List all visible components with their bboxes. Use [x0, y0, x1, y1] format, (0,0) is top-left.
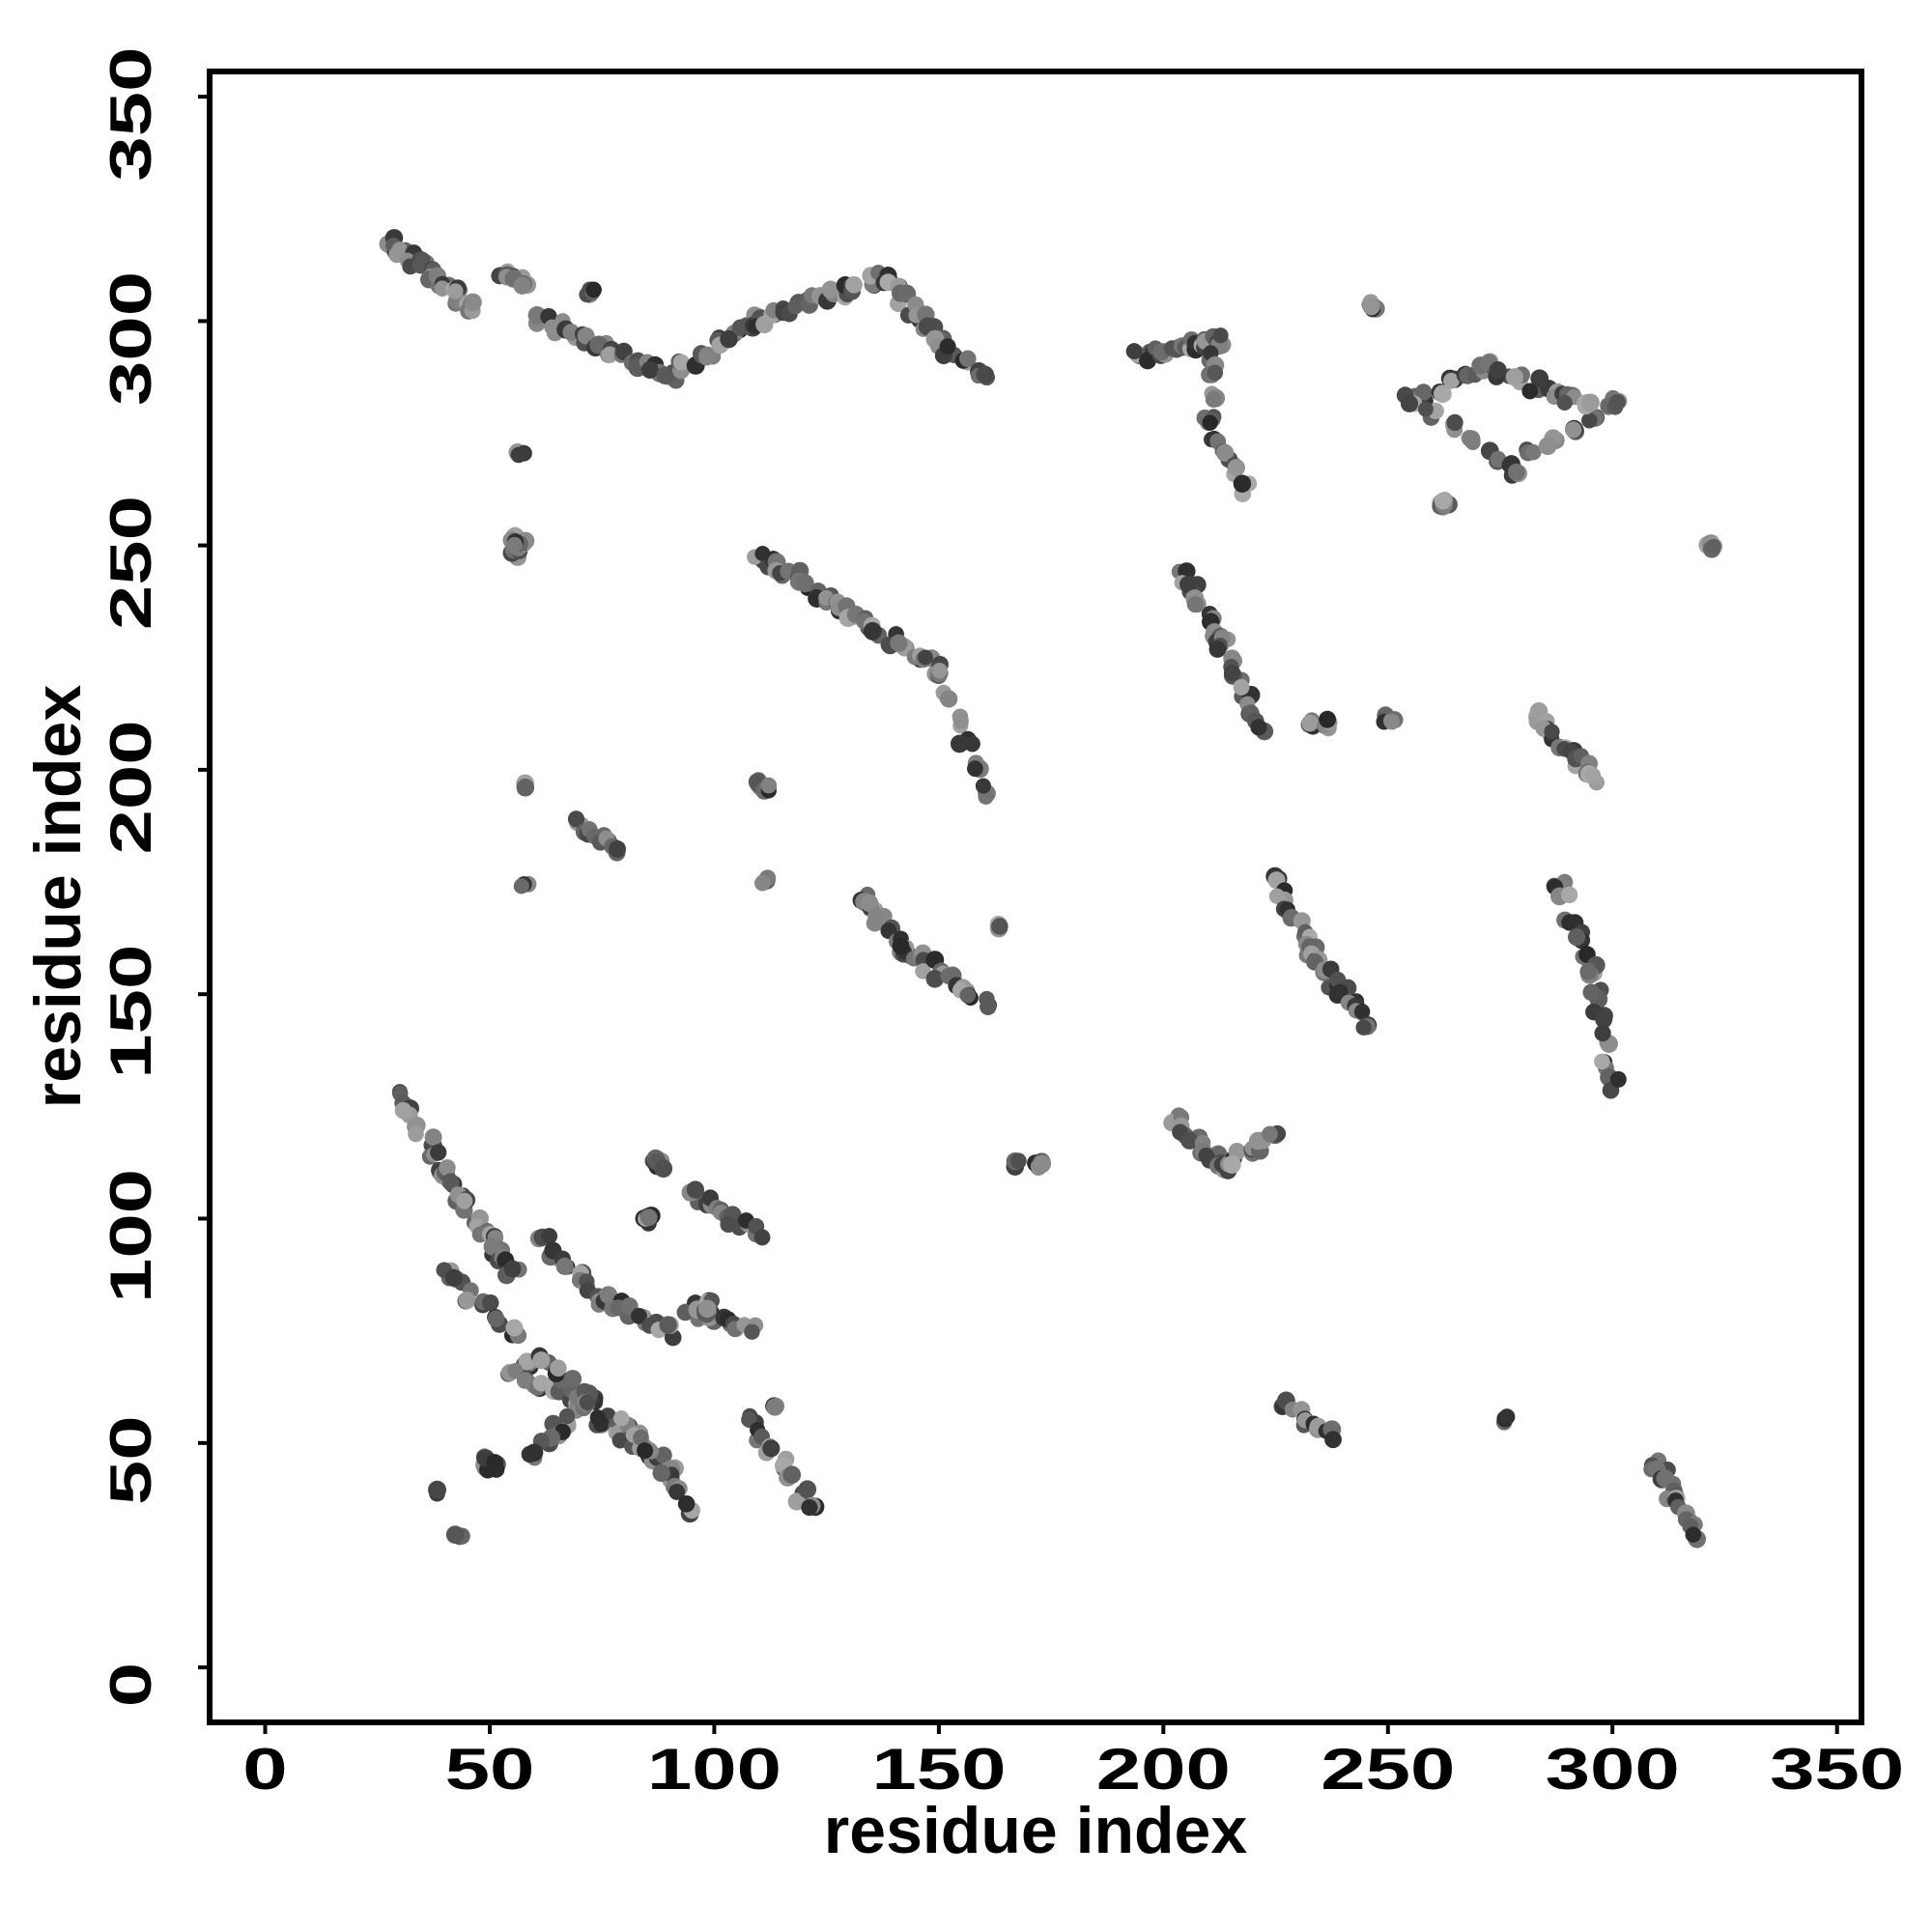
svg-text:300: 300 [1546, 1737, 1680, 1802]
svg-text:150: 150 [99, 945, 163, 1079]
svg-text:150: 150 [871, 1737, 1006, 1802]
svg-text:0: 0 [99, 1662, 163, 1707]
svg-text:250: 250 [1321, 1737, 1455, 1802]
svg-text:0: 0 [242, 1737, 287, 1802]
svg-text:300: 300 [99, 271, 163, 406]
svg-text:250: 250 [99, 496, 163, 630]
svg-text:350: 350 [1770, 1737, 1904, 1802]
svg-text:200: 200 [1096, 1737, 1231, 1802]
svg-text:residue index: residue index [824, 1794, 1248, 1867]
svg-text:100: 100 [647, 1737, 781, 1802]
svg-text:residue index: residue index [21, 685, 95, 1109]
svg-text:100: 100 [99, 1169, 163, 1303]
svg-text:350: 350 [99, 47, 163, 182]
svg-text:50: 50 [445, 1737, 535, 1802]
svg-text:200: 200 [99, 720, 163, 854]
svg-text:50: 50 [99, 1415, 163, 1505]
